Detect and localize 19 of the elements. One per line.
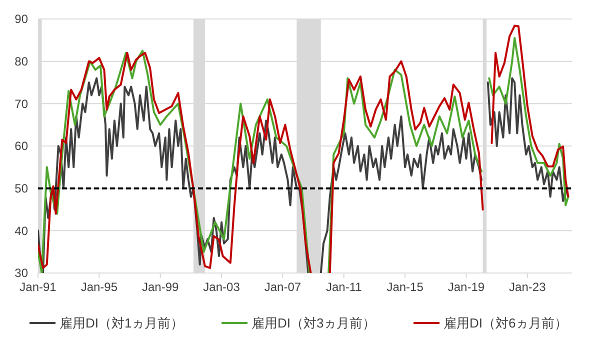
legend-label: 雇用DI（対6ヵ月前） [444, 316, 568, 331]
y-tick-label: 30 [14, 266, 28, 280]
y-tick-label: 80 [14, 54, 28, 69]
legend-label: 雇用DI（対3ヵ月前） [252, 316, 376, 331]
x-tick-label: Jan-15 [386, 280, 424, 294]
x-tick-label: Jan-19 [448, 280, 485, 294]
y-tick-label: 50 [14, 182, 28, 196]
y-tick-label: 40 [14, 224, 28, 238]
x-tick-label: Jan-99 [142, 280, 180, 294]
y-tick-label: 60 [14, 139, 28, 154]
x-tick-label: Jan-03 [203, 280, 240, 294]
x-tick-label: Jan-11 [326, 280, 362, 294]
x-tick-label: Jan-95 [80, 280, 118, 294]
x-tick-label: Jan-07 [264, 280, 302, 294]
y-tick-label: 70 [14, 96, 28, 111]
x-tick-label: Jan-23 [509, 280, 546, 294]
y-tick-label: 90 [14, 12, 28, 26]
legend-label: 雇用DI（対1ヵ月前） [60, 316, 184, 331]
x-tick-label: Jan-91 [20, 280, 57, 294]
